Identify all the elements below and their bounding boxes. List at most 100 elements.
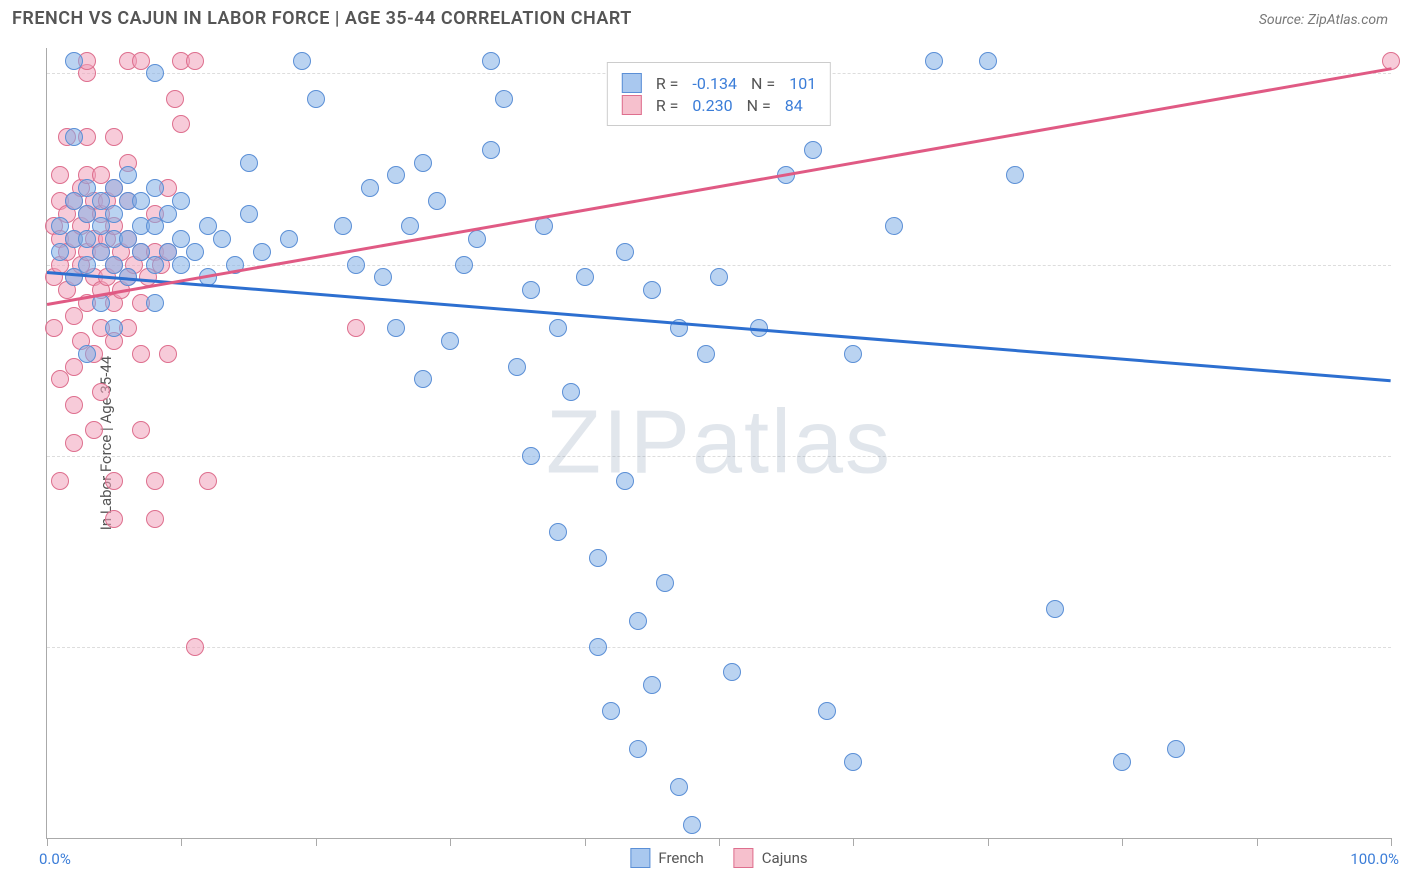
scatter-point-cajuns [92,383,110,401]
r-label: R = [656,96,679,115]
scatter-point-french [280,230,298,248]
scatter-point-cajuns [45,319,63,337]
scatter-point-cajuns [186,638,204,656]
x-max-label: 100.0% [1350,850,1399,868]
scatter-point-french [374,268,392,286]
chart-title: FRENCH VS CAJUN IN LABOR FORCE | AGE 35-… [12,8,632,29]
scatter-point-french [105,319,123,337]
scatter-point-french [885,217,903,235]
scatter-point-french [1113,753,1131,771]
scatter-point-french [643,676,661,694]
x-tick [47,838,48,846]
n-label: N = [747,96,771,115]
gridline: 70.0% [47,456,1391,457]
x-tick [988,838,989,846]
swatch-cajun [734,848,754,868]
scatter-point-french [656,574,674,592]
scatter-point-cajuns [166,90,184,108]
scatter-point-french [414,370,432,388]
legend-item-french: French [630,848,703,868]
scatter-point-french [522,281,540,299]
x-tick [853,838,854,846]
scatter-point-cajuns [132,345,150,363]
scatter-point-french [428,192,446,210]
watermark-light: atlas [692,393,892,493]
scatter-point-french [710,268,728,286]
x-min-label: 0.0% [39,850,71,868]
source-attribution: Source: ZipAtlas.com [1259,12,1388,28]
y-tick-label: 85.0% [1401,269,1406,287]
scatter-point-french [616,472,634,490]
scatter-point-cajuns [146,510,164,528]
scatter-point-french [334,217,352,235]
scatter-point-french [925,52,943,70]
scatter-point-french [414,154,432,172]
scatter-point-french [818,702,836,720]
series-legend: French Cajuns [630,848,807,868]
scatter-point-french [361,179,379,197]
scatter-point-french [670,778,688,796]
scatter-point-cajuns [105,472,123,490]
x-tick [719,838,720,846]
scatter-point-cajuns [186,52,204,70]
x-tick [1391,838,1392,846]
scatter-point-french [629,740,647,758]
x-tick [181,838,182,846]
scatter-point-cajuns [105,128,123,146]
scatter-point-french [576,268,594,286]
gridline: 85.0% [47,265,1391,266]
legend-item-cajun: Cajuns [734,848,808,868]
scatter-point-cajuns [347,319,365,337]
scatter-point-french [697,345,715,363]
scatter-point-cajuns [51,472,69,490]
scatter-point-french [347,256,365,274]
n-label: N = [751,74,775,93]
scatter-point-french [307,90,325,108]
scatter-point-french [253,243,271,261]
scatter-point-french [549,523,567,541]
scatter-point-french [979,52,997,70]
scatter-point-french [535,217,553,235]
legend-row-french: R = -0.134 N = 101 [622,73,816,93]
chart-wrapper: FRENCH VS CAJUN IN LABOR FORCE | AGE 35-… [0,0,1406,892]
swatch-french [622,73,642,93]
scatter-point-french [616,243,634,261]
scatter-point-french [482,141,500,159]
x-tick [450,838,451,846]
scatter-point-french [240,154,258,172]
scatter-point-french [387,166,405,184]
y-tick-label: 100.0% [1401,77,1406,95]
scatter-point-french [455,256,473,274]
scatter-point-french [78,345,96,363]
scatter-point-french [468,230,486,248]
x-tick [1122,838,1123,846]
x-tick [585,838,586,846]
scatter-point-cajuns [132,421,150,439]
scatter-point-french [804,141,822,159]
n-value-french: 101 [789,74,816,93]
scatter-point-cajuns [51,166,69,184]
scatter-point-french [589,549,607,567]
scatter-point-french [65,128,83,146]
scatter-point-french [495,90,513,108]
scatter-point-french [240,205,258,223]
scatter-point-french [186,243,204,261]
scatter-point-french [146,179,164,197]
scatter-point-french [146,64,164,82]
scatter-point-french [562,383,580,401]
r-value-cajun: 0.230 [692,96,732,115]
scatter-point-french [65,52,83,70]
scatter-point-french [643,281,661,299]
scatter-point-cajuns [159,345,177,363]
scatter-point-french [213,230,231,248]
scatter-point-french [1167,740,1185,758]
n-value-cajun: 84 [785,96,803,115]
x-tick [1257,838,1258,846]
x-tick [316,838,317,846]
scatter-point-french [119,166,137,184]
y-tick-label: 70.0% [1401,460,1406,478]
correlation-legend: R = -0.134 N = 101 R = 0.230 N = 84 [607,62,831,126]
scatter-point-french [441,332,459,350]
legend-label-french: French [658,849,703,867]
scatter-point-french [549,319,567,337]
